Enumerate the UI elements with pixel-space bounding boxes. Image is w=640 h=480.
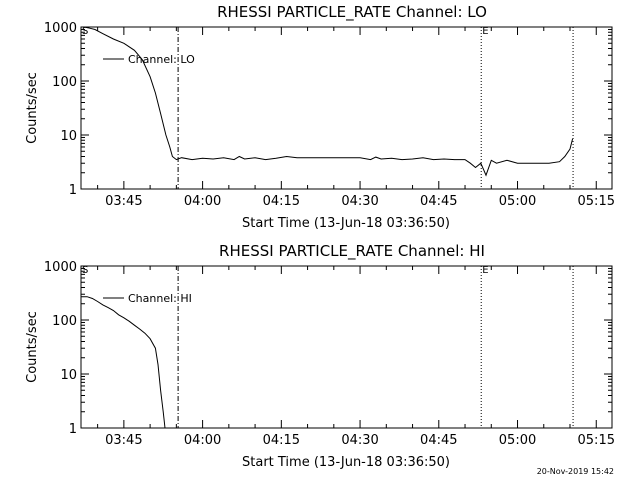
- panel-lo-plot-frame: [80, 26, 613, 190]
- panel-hi-y-tick-label: 1: [69, 422, 77, 437]
- panel-lo-y-tick-label: 1000: [44, 21, 77, 36]
- panel-lo-x-tick-label: 04:45: [420, 194, 457, 209]
- panel-lo-markers: E: [177, 26, 574, 189]
- panel-hi-markers: E: [177, 265, 574, 428]
- panel-hi-x-tick-label: 03:45: [105, 433, 142, 448]
- panel-hi-x-ticks: 03:45 04:00 04:15 04:30 04:45 05:00 05:15: [97, 266, 615, 448]
- panel-lo-y-tick-label: 1: [69, 183, 77, 198]
- panel-lo-y-tick-label: 10: [60, 129, 77, 144]
- panel-lo-marker-label: E: [482, 26, 488, 37]
- panel-hi-x-tick-label: 04:15: [263, 433, 300, 448]
- panel-lo-corner-mark: S: [82, 26, 88, 37]
- panel-hi-series: [81, 296, 166, 429]
- panel-lo-x-ticks: 03:45 04:00 04:15 04:30 04:45 05:00 05:15: [97, 27, 615, 209]
- panel-hi-title: RHESSI PARTICLE_RATE Channel: HI: [219, 242, 485, 261]
- panel-lo-x-axis-label: Start Time (13-Jun-18 03:36:50): [242, 216, 450, 231]
- panel-hi-y-tick-label: 1000: [44, 260, 77, 275]
- panel-lo-series: [81, 26, 574, 177]
- panel-lo-y-tick-label: 100: [52, 75, 77, 90]
- panel-hi-y-tick-label: 10: [60, 368, 77, 383]
- panel-hi-x-tick-label: 05:00: [499, 433, 536, 448]
- panel-lo-y-axis-label: Counts/sec: [25, 72, 40, 144]
- panel-hi-marker-label: E: [482, 265, 488, 276]
- panel-hi-legend: Channel: HI: [103, 292, 192, 305]
- panel-hi-series-line: [81, 296, 166, 429]
- panel-hi: RHESSI PARTICLE_RATE Channel: HI Start T…: [25, 242, 615, 470]
- footer-timestamp: 20-Nov-2019 15:42: [536, 467, 614, 476]
- panel-lo-legend-label: Channel: LO: [128, 53, 195, 66]
- panel-hi-x-axis-label: Start Time (13-Jun-18 03:36:50): [242, 455, 450, 470]
- panel-hi-corner-mark: S: [82, 265, 88, 276]
- panel-hi-x-tick-label: 04:30: [341, 433, 378, 448]
- panel-hi-y-ticks: 1 10 100 1000: [44, 260, 612, 437]
- panel-lo-x-tick-label: 03:45: [105, 194, 142, 209]
- panel-lo-series-line: [81, 26, 574, 177]
- panel-hi-y-tick-label: 100: [52, 314, 77, 329]
- panel-lo-legend: Channel: LO: [103, 53, 195, 66]
- panel-hi-y-axis-label: Counts/sec: [25, 311, 40, 383]
- panel-lo-title: RHESSI PARTICLE_RATE Channel: LO: [217, 3, 487, 22]
- panel-hi-x-tick-label: 05:15: [578, 433, 615, 448]
- panel-lo-y-ticks: 1 10 100 1000: [44, 21, 612, 198]
- panel-hi-plot-frame: [80, 265, 613, 429]
- panel-lo-x-tick-label: 05:15: [578, 194, 615, 209]
- panel-hi-x-tick-label: 04:00: [184, 433, 221, 448]
- panel-lo: RHESSI PARTICLE_RATE Channel: LO Start T…: [25, 3, 615, 231]
- panel-lo-x-tick-label: 05:00: [499, 194, 536, 209]
- panel-lo-x-tick-label: 04:15: [263, 194, 300, 209]
- panel-lo-x-tick-label: 04:00: [184, 194, 221, 209]
- panel-hi-legend-label: Channel: HI: [128, 292, 192, 305]
- panel-hi-x-tick-label: 04:45: [420, 433, 457, 448]
- panel-lo-x-tick-label: 04:30: [341, 194, 378, 209]
